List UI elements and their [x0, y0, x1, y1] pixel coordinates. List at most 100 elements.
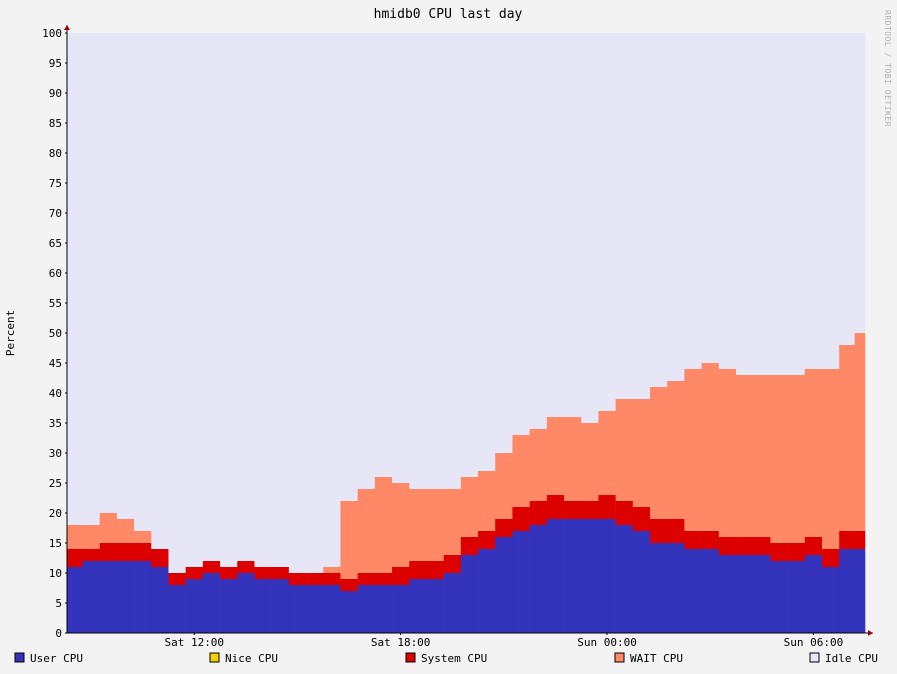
- stack-segment-idle-cpu: [99, 33, 118, 513]
- stack-segment-idle-cpu: [822, 33, 840, 369]
- y-tick-label: 65: [49, 237, 62, 250]
- stack-segment-user-cpu: [254, 579, 272, 633]
- y-axis-label: Percent: [4, 310, 17, 356]
- stack-segment-wait-cpu: [854, 333, 866, 531]
- stack-segment-system-cpu: [632, 507, 651, 531]
- stack-segment-idle-cpu: [374, 33, 393, 477]
- stack-segment-system-cpu: [340, 579, 358, 591]
- stack-segment-system-cpu: [254, 567, 272, 579]
- stack-segment-system-cpu: [701, 531, 720, 549]
- y-tick-label: 25: [49, 477, 62, 490]
- stack-segment-wait-cpu: [736, 375, 754, 537]
- stack-segment-idle-cpu: [632, 33, 651, 399]
- y-tick-label: 90: [49, 87, 62, 100]
- stack-segment-user-cpu: [529, 525, 548, 633]
- stack-segment-wait-cpu: [478, 471, 496, 531]
- stack-segment-wait-cpu: [460, 477, 479, 537]
- stack-segment-idle-cpu: [323, 33, 341, 567]
- legend-item-user-cpu: User CPU: [14, 652, 83, 665]
- stack-segment-user-cpu: [701, 549, 720, 633]
- stack-segment-user-cpu: [564, 519, 582, 633]
- stack-segment-user-cpu: [854, 549, 866, 633]
- x-axis-arrow: [868, 630, 873, 636]
- stack-segment-idle-cpu: [495, 33, 513, 453]
- stack-segment-system-cpu: [82, 549, 100, 561]
- stack-segment-user-cpu: [598, 519, 616, 633]
- y-tick-label: 40: [49, 387, 62, 400]
- stack-segment-system-cpu: [564, 501, 582, 519]
- stack-segment-idle-cpu: [667, 33, 685, 381]
- stack-segment-system-cpu: [546, 495, 565, 519]
- stack-segment-idle-cpu: [340, 33, 358, 501]
- stack-segment-user-cpu: [667, 543, 685, 633]
- y-tick-label: 55: [49, 297, 62, 310]
- stack-segment-system-cpu: [202, 561, 221, 573]
- stack-segment-user-cpu: [271, 579, 290, 633]
- y-tick-label: 50: [49, 327, 62, 340]
- stack-segment-user-cpu: [323, 585, 341, 633]
- stack-segment-user-cpu: [288, 585, 307, 633]
- legend-swatch: [14, 652, 25, 663]
- stack-segment-system-cpu: [615, 501, 634, 525]
- stack-segment-system-cpu: [770, 543, 788, 561]
- stack-segment-idle-cpu: [684, 33, 702, 369]
- stack-segment-wait-cpu: [667, 381, 685, 519]
- stack-segment-idle-cpu: [409, 33, 427, 489]
- stack-segment-wait-cpu: [718, 369, 737, 537]
- stack-segment-wait-cpu: [546, 417, 565, 495]
- stack-segment-wait-cpu: [409, 489, 427, 561]
- stack-segment-idle-cpu: [306, 33, 324, 573]
- stack-segment-idle-cpu: [529, 33, 548, 429]
- stack-segment-idle-cpu: [443, 33, 462, 489]
- stack-segment-idle-cpu: [512, 33, 530, 435]
- legend-item-wait-cpu: WAIT CPU: [614, 652, 683, 665]
- stack-segment-idle-cpu: [736, 33, 754, 375]
- y-tick-label: 80: [49, 147, 62, 160]
- stack-segment-user-cpu: [202, 573, 221, 633]
- stack-segment-system-cpu: [787, 543, 806, 561]
- stack-segment-wait-cpu: [650, 387, 668, 519]
- stack-segment-idle-cpu: [546, 33, 565, 417]
- stack-segment-user-cpu: [684, 549, 702, 633]
- stack-segment-idle-cpu: [753, 33, 771, 375]
- legend-swatch: [809, 652, 820, 663]
- stack-segment-wait-cpu: [615, 399, 634, 501]
- stack-segment-idle-cpu: [134, 33, 152, 531]
- stack-segment-user-cpu: [220, 579, 238, 633]
- stack-segment-system-cpu: [99, 543, 118, 561]
- stack-segment-wait-cpu: [787, 375, 806, 543]
- stack-segment-wait-cpu: [323, 567, 341, 573]
- stack-segment-wait-cpu: [839, 345, 855, 531]
- y-tick-label: 30: [49, 447, 62, 460]
- stack-segment-user-cpu: [718, 555, 737, 633]
- stack-segment-user-cpu: [478, 549, 496, 633]
- y-tick-label: 70: [49, 207, 62, 220]
- stack-segment-user-cpu: [632, 531, 651, 633]
- stack-segment-user-cpu: [134, 561, 152, 633]
- x-tick-label: Sat 12:00: [164, 636, 224, 649]
- stack-segment-user-cpu: [839, 549, 855, 633]
- y-tick-label: 10: [49, 567, 62, 580]
- legend-item-system-cpu: System CPU: [405, 652, 487, 665]
- stack-segment-system-cpu: [271, 567, 290, 579]
- stack-segment-user-cpu: [581, 519, 599, 633]
- stack-segment-user-cpu: [116, 561, 135, 633]
- y-tick-labels: 0 5 10 15 20 25 30 35 40 45 50 55 60 65 70 75 80 85 90 95 10…: [42, 27, 67, 640]
- stack-segment-idle-cpu: [392, 33, 410, 483]
- stack-segment-idle-cpu: [854, 33, 866, 333]
- y-tick-label: 20: [49, 507, 62, 520]
- stack-segment-system-cpu: [598, 495, 616, 519]
- legend-label: WAIT CPU: [630, 652, 683, 665]
- stack-segment-idle-cpu: [770, 33, 788, 375]
- stack-segment-user-cpu: [374, 585, 393, 633]
- y-tick-label: 5: [55, 597, 62, 610]
- legend-swatch: [405, 652, 416, 663]
- stack-segment-system-cpu: [478, 531, 496, 549]
- stack-segment-system-cpu: [168, 573, 186, 585]
- stack-segment-wait-cpu: [426, 489, 444, 561]
- stack-segment-user-cpu: [82, 561, 100, 633]
- stack-segment-wait-cpu: [340, 501, 358, 579]
- stack-segment-idle-cpu: [168, 33, 186, 573]
- stack-segment-system-cpu: [650, 519, 668, 543]
